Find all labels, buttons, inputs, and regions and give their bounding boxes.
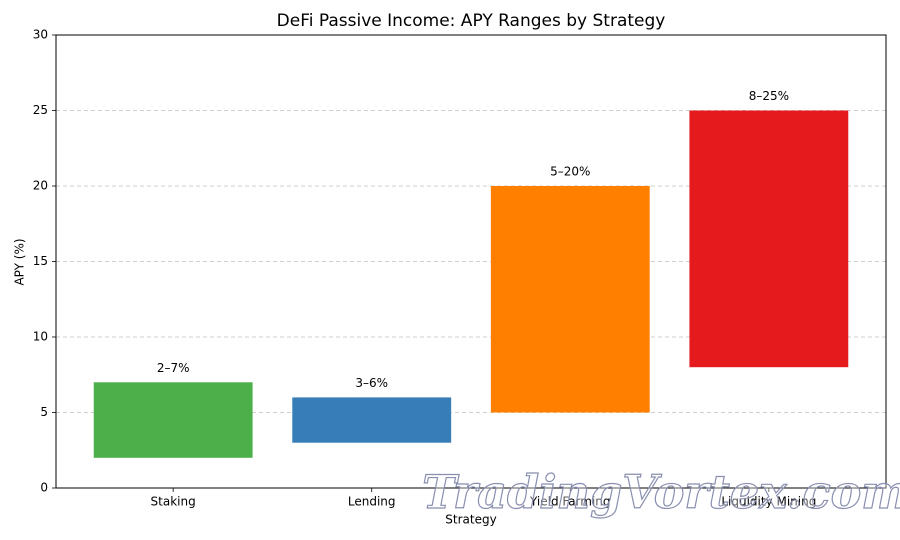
y-tick-label: 0 [40, 481, 48, 495]
plot-frame [55, 34, 887, 489]
x-tick-label: Staking [151, 495, 196, 509]
x-axis-label: Strategy [445, 513, 496, 527]
x-tick-label: Yield Farming [529, 495, 611, 509]
y-tick-label: 30 [33, 28, 48, 42]
x-tick-label: Liquidity Mining [721, 495, 816, 509]
bar [93, 382, 253, 458]
y-tick-label: 5 [40, 405, 48, 419]
y-tick-label: 15 [33, 254, 48, 268]
value-label: 3–6% [355, 376, 388, 390]
value-label: 2–7% [157, 361, 190, 375]
bar [490, 186, 650, 413]
bar [292, 397, 452, 443]
y-tick-label: 20 [33, 179, 48, 193]
value-label: 5–20% [550, 165, 590, 179]
bar [689, 110, 849, 368]
y-tick-label: 10 [33, 330, 48, 344]
chart-title: DeFi Passive Income: APY Ranges by Strat… [277, 11, 666, 31]
y-axis-label: APY (%) [13, 238, 27, 285]
x-tick-label: Lending [348, 495, 396, 509]
y-tick-label: 25 [33, 103, 48, 117]
watermark: TradingVortex.com [422, 465, 900, 519]
value-label: 8–25% [749, 89, 789, 103]
